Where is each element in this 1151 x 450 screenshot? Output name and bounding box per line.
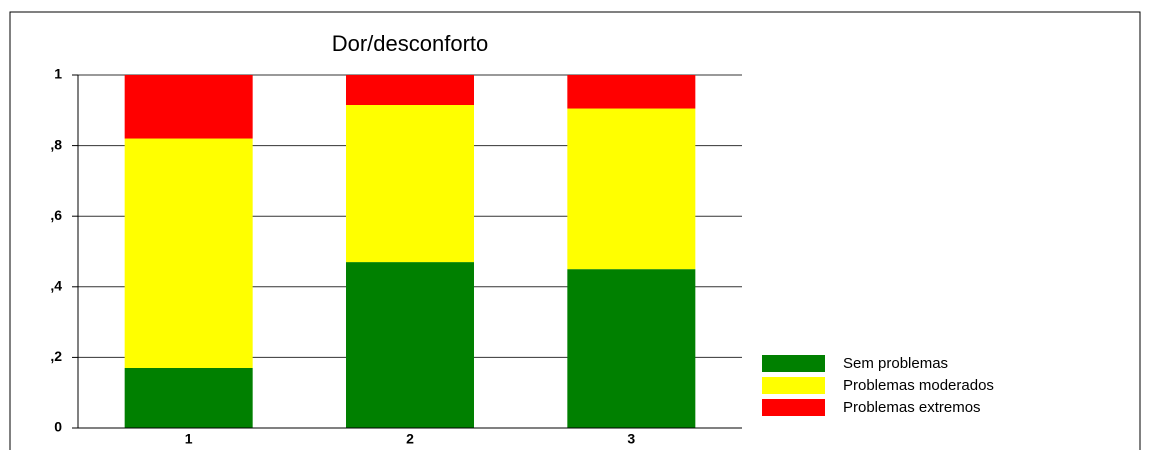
bar-segment bbox=[567, 75, 696, 109]
y-tick-label: 0 bbox=[54, 419, 62, 435]
bar-segment bbox=[346, 75, 474, 106]
chart-title: Dor/desconforto bbox=[332, 31, 489, 56]
bar-segment bbox=[346, 262, 474, 428]
x-tick-label: 3 bbox=[627, 431, 635, 447]
y-tick-label: ,2 bbox=[50, 348, 62, 364]
legend-swatch bbox=[762, 377, 825, 394]
frame bbox=[9, 11, 1141, 450]
legend-swatch bbox=[762, 399, 825, 416]
bar-segment bbox=[124, 367, 253, 428]
bar-segment bbox=[346, 105, 474, 263]
x-tick-label: 1 bbox=[185, 431, 193, 447]
legend-label: Sem problemas bbox=[843, 355, 948, 372]
legend-label: Problemas extremos bbox=[843, 399, 981, 416]
legend-swatch bbox=[762, 355, 825, 372]
y-tick-label: ,6 bbox=[50, 207, 62, 223]
bar-segment bbox=[567, 108, 696, 270]
x-tick-label: 2 bbox=[406, 431, 414, 447]
y-tick-label: ,8 bbox=[50, 136, 62, 152]
bar-segment bbox=[124, 75, 253, 139]
y-tick-label: ,4 bbox=[50, 278, 62, 294]
legend-label: Problemas moderados bbox=[843, 377, 994, 394]
bar-segment bbox=[124, 138, 253, 368]
y-tick-label: 1 bbox=[54, 66, 62, 82]
bar-segment bbox=[567, 269, 696, 428]
